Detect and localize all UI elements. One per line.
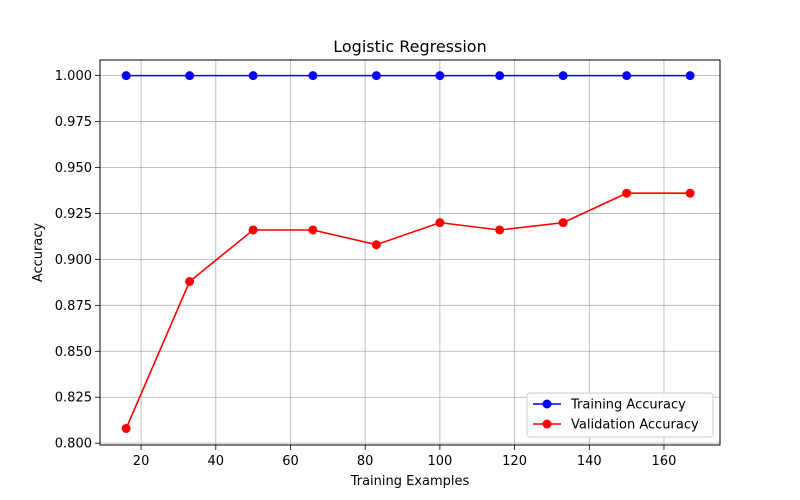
x-tick-label: 120 [502, 454, 527, 469]
series-point [435, 71, 445, 81]
series-point [121, 71, 131, 81]
series-point [495, 71, 505, 81]
series-point [558, 218, 568, 228]
series-point [308, 225, 318, 235]
series-point [308, 71, 318, 81]
series-1 [121, 188, 695, 433]
x-axis-label: Training Examples [350, 474, 470, 489]
y-tick-label: 1.000 [55, 69, 92, 84]
x-tick-label: 60 [282, 454, 299, 469]
series-point [185, 276, 195, 286]
series-point [185, 71, 195, 81]
x-tick-label: 100 [427, 454, 452, 469]
y-tick-label: 0.875 [55, 299, 92, 314]
y-tick-label: 0.825 [55, 391, 92, 406]
legend: Training Accuracy Validation Accuracy [526, 392, 714, 438]
x-tick-label: 80 [357, 454, 374, 469]
series-point [371, 71, 381, 81]
y-tick-label: 0.950 [55, 161, 92, 176]
legend-box [526, 392, 714, 438]
series-line [125, 192, 691, 429]
y-tick-label: 0.850 [55, 345, 92, 360]
series-point [435, 218, 445, 228]
y-tick-label: 0.900 [55, 253, 92, 268]
y-tick-label: 0.800 [55, 437, 92, 452]
legend-marker [542, 419, 552, 429]
legend-label: Validation Accuracy [571, 418, 699, 433]
series-point [121, 423, 131, 433]
series-point [622, 71, 632, 81]
x-tick-label: 20 [133, 454, 150, 469]
y-tick-label: 0.975 [55, 115, 92, 130]
series-point [685, 71, 695, 81]
y-axis-ticks: 0.800 0.825 0.850 0.875 0.900 0.925 0.950 0.975… [55, 69, 100, 452]
series-point [371, 240, 381, 250]
series-point [248, 225, 258, 235]
legend-label: Training Accuracy [570, 398, 686, 413]
series-0 [121, 71, 695, 81]
y-tick-label: 0.925 [55, 207, 92, 222]
series-layer [121, 71, 695, 433]
legend-marker [542, 399, 552, 409]
series-point [495, 225, 505, 235]
chart-title: Logistic Regression [333, 37, 486, 56]
series-point [622, 188, 632, 198]
plot-frame [99, 59, 721, 446]
x-axis-ticks: 20 40 60 80 100 120 140 160 [133, 445, 677, 469]
series-point [685, 188, 695, 198]
series-point [558, 71, 568, 81]
y-axis-label: Accuracy [31, 223, 46, 283]
x-tick-label: 140 [577, 454, 602, 469]
x-tick-label: 40 [208, 454, 225, 469]
x-tick-label: 160 [652, 454, 677, 469]
series-point [248, 71, 258, 81]
